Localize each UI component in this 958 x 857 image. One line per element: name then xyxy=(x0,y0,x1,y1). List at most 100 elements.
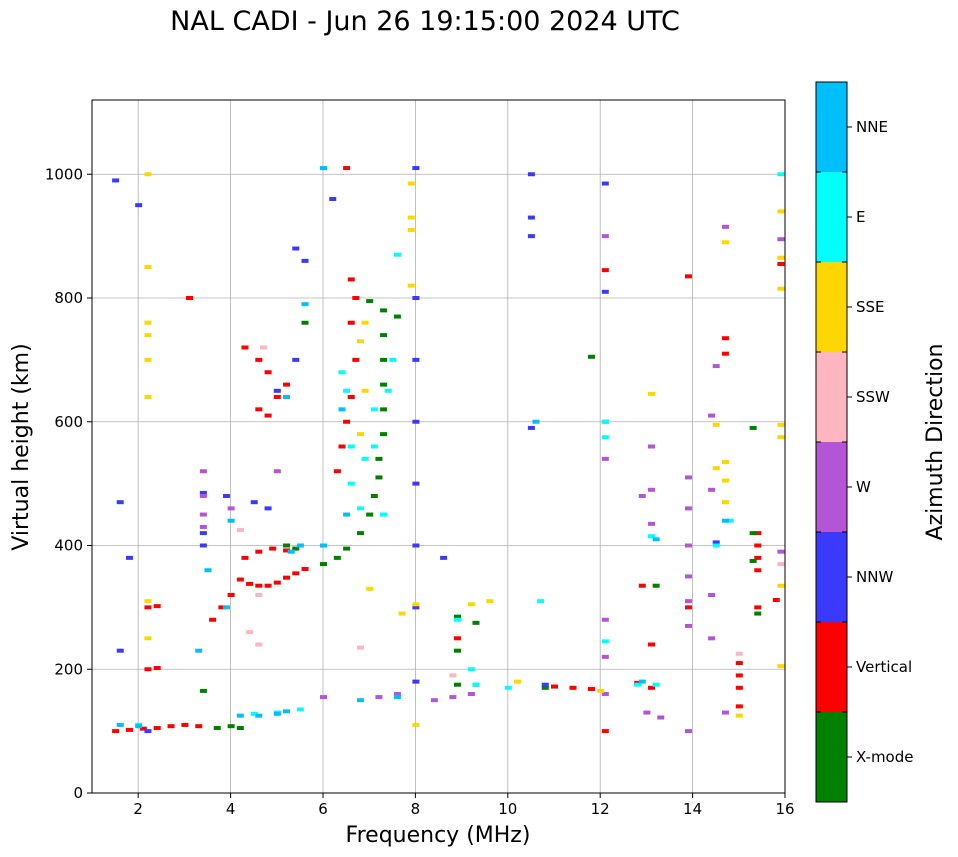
data-point-x-mode xyxy=(343,546,351,551)
data-point-sse xyxy=(721,478,729,483)
data-point-vertical xyxy=(754,568,762,573)
x-tick-label: 16 xyxy=(775,800,794,818)
data-point-vertical xyxy=(273,395,281,399)
data-point-x-mode xyxy=(320,562,327,567)
data-point-nnw xyxy=(329,197,337,201)
data-point-vertical xyxy=(236,577,244,582)
data-point-e xyxy=(250,711,258,716)
data-point-x-mode xyxy=(749,425,757,430)
data-point-nnw xyxy=(527,172,535,177)
data-point-w xyxy=(601,654,609,659)
x-tick-label: 10 xyxy=(498,800,517,818)
data-point-vertical xyxy=(638,583,646,588)
data-point-sse xyxy=(398,611,406,616)
data-point-x-mode xyxy=(301,320,309,325)
data-point-sse xyxy=(597,688,605,693)
data-point-nnw xyxy=(412,679,420,684)
data-point-x-mode xyxy=(749,558,757,563)
data-point-nnw xyxy=(412,605,420,610)
data-point-vertical xyxy=(264,413,272,418)
data-point-x-mode xyxy=(453,648,461,653)
data-point-nnw xyxy=(199,531,207,536)
data-point-e xyxy=(347,481,355,486)
data-point-nnw xyxy=(199,490,207,495)
data-point-nne xyxy=(393,695,401,700)
data-point-sse xyxy=(366,586,374,591)
data-point-ssw xyxy=(246,630,254,635)
data-point-e xyxy=(296,707,304,712)
x-axis-label: Frequency (MHz) xyxy=(346,823,531,848)
data-point-sse xyxy=(412,602,420,607)
data-point-e xyxy=(370,407,378,412)
data-point-sse xyxy=(777,435,785,440)
data-point-ssw xyxy=(236,528,244,533)
data-point-vertical xyxy=(283,575,291,580)
data-point-x-mode xyxy=(380,308,388,313)
data-point-vertical xyxy=(255,357,263,362)
data-point-e xyxy=(648,534,656,539)
data-point-x-mode xyxy=(199,688,207,693)
data-point-nne xyxy=(255,713,263,718)
colorbar-swatch xyxy=(816,262,847,352)
data-point-vertical xyxy=(241,345,249,350)
data-point-vertical xyxy=(186,296,194,300)
colorbar-category-label: X-mode xyxy=(856,748,913,766)
data-point-nnw xyxy=(712,540,720,545)
data-point-vertical xyxy=(347,395,355,399)
data-point-w xyxy=(375,695,383,700)
data-point-x-mode xyxy=(652,583,660,588)
data-point-e xyxy=(356,506,364,511)
data-point-nnw xyxy=(412,543,420,548)
data-point-vertical xyxy=(453,636,461,641)
data-point-nnw xyxy=(112,178,120,183)
data-point-w xyxy=(273,469,281,474)
data-point-vertical xyxy=(347,320,355,325)
data-point-sse xyxy=(144,599,152,604)
data-point-e xyxy=(343,388,351,393)
data-point-e xyxy=(504,685,512,690)
data-point-e xyxy=(601,419,609,424)
colorbar-swatch xyxy=(816,352,847,442)
y-tick-label: 600 xyxy=(54,413,83,431)
data-point-nne xyxy=(135,724,143,729)
data-point-vertical xyxy=(167,724,175,729)
data-point-nne xyxy=(227,518,235,523)
data-point-x-mode xyxy=(283,543,291,548)
data-point-nne xyxy=(338,407,346,412)
data-point-vertical xyxy=(735,685,743,690)
data-point-vertical xyxy=(721,336,729,341)
data-point-w xyxy=(227,506,235,511)
data-point-sse xyxy=(412,722,420,727)
data-point-vertical xyxy=(601,268,609,273)
data-point-sse xyxy=(777,583,785,588)
data-point-sse xyxy=(356,339,364,344)
data-point-ssw xyxy=(735,651,743,656)
data-point-ssw xyxy=(259,345,267,350)
data-point-w xyxy=(712,364,720,369)
data-point-e xyxy=(467,667,475,672)
data-point-x-mode xyxy=(227,724,235,729)
data-point-x-mode xyxy=(380,382,388,387)
data-point-vertical xyxy=(648,642,656,647)
data-point-ssw xyxy=(255,593,263,597)
data-point-x-mode xyxy=(380,407,388,412)
data-point-x-mode xyxy=(213,726,221,731)
data-point-sse xyxy=(144,320,152,325)
colorbar-category-label: NNE xyxy=(856,118,888,136)
data-point-vertical xyxy=(264,370,272,375)
data-point-e xyxy=(393,252,401,257)
colorbar-category-label: NNW xyxy=(856,568,893,586)
colorbar-label: Azimuth Direction xyxy=(923,343,948,540)
data-point-nne xyxy=(721,518,729,523)
data-point-sse xyxy=(407,227,415,232)
data-point-nne xyxy=(204,568,212,573)
data-point-nnw xyxy=(541,682,549,687)
data-point-w xyxy=(684,543,692,548)
data-point-nnw xyxy=(292,246,300,251)
data-point-w xyxy=(601,692,609,696)
data-point-w xyxy=(684,506,692,511)
data-point-e xyxy=(726,518,734,523)
data-point-vertical xyxy=(352,357,360,362)
data-point-x-mode xyxy=(366,299,374,304)
x-tick-label: 14 xyxy=(683,800,702,818)
